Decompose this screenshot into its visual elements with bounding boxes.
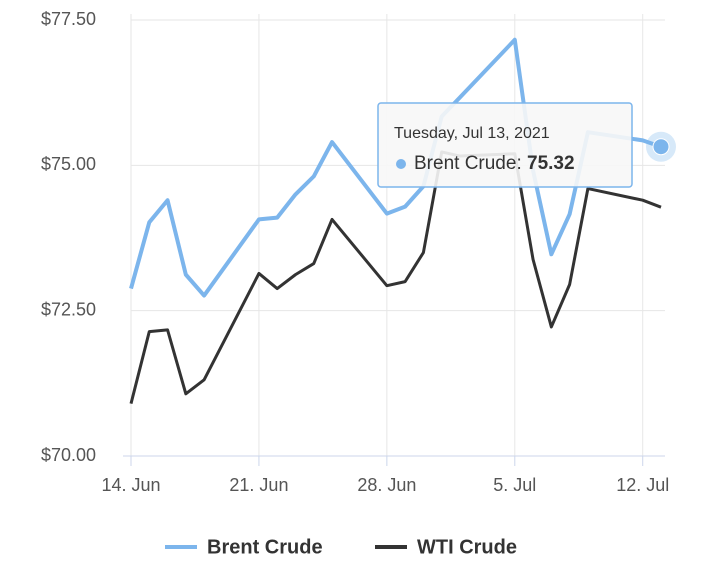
x-tick-label: 12. Jul <box>616 475 669 495</box>
tooltip: Tuesday, Jul 13, 2021 Brent Crude: 75.32 <box>377 102 633 188</box>
series-line <box>129 150 662 405</box>
tooltip-series: Brent Crude <box>414 153 516 174</box>
tooltip-text: Brent Crude: 75.32 <box>414 153 575 174</box>
tooltip-value: 75.32 <box>527 153 575 174</box>
y-tick-label: $75.00 <box>41 154 96 174</box>
y-tick-label: $72.50 <box>41 299 96 319</box>
tooltip-box <box>377 102 633 188</box>
legend-label: WTI Crude <box>417 536 517 558</box>
series-line <box>129 37 662 298</box>
tooltip-sep: : <box>516 153 527 174</box>
x-tick-label: 21. Jun <box>229 475 288 495</box>
tooltip-header: Tuesday, Jul 13, 2021 <box>394 125 550 142</box>
x-tick-label: 5. Jul <box>493 475 536 495</box>
x-tick-label: 28. Jun <box>357 475 416 495</box>
y-tick-label: $70.00 <box>41 445 96 465</box>
legend-label: Brent Crude <box>207 536 323 558</box>
y-tick-label: $77.50 <box>41 9 96 29</box>
x-tick-label: 14. Jun <box>101 475 160 495</box>
hover-point <box>652 138 670 156</box>
tooltip-dot <box>396 159 406 169</box>
